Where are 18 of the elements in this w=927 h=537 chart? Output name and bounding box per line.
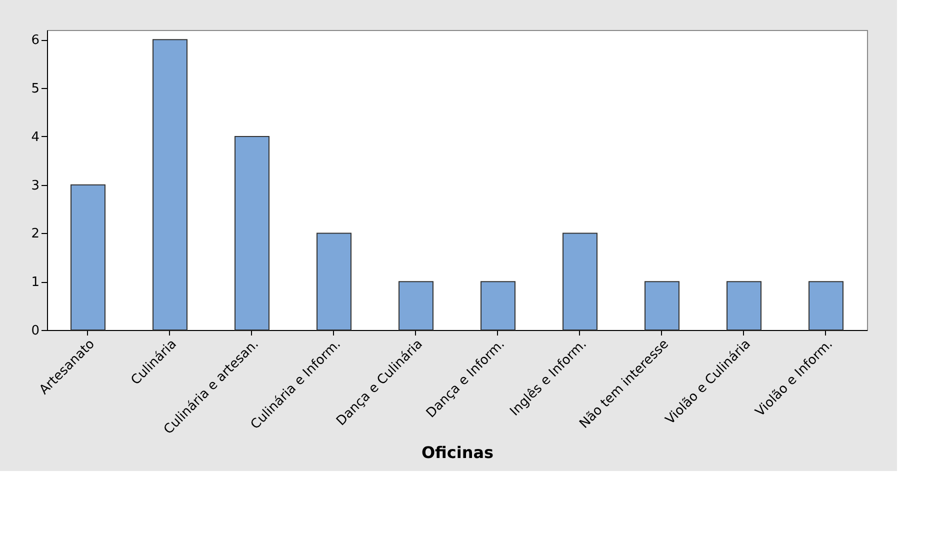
bar — [808, 281, 844, 330]
y-tick-label: 3 — [31, 178, 40, 194]
bar — [234, 136, 270, 330]
x-axis-title: Oficinas — [421, 442, 494, 462]
bar — [70, 184, 106, 330]
y-tick-label: 1 — [31, 275, 40, 290]
y-tick-label: 2 — [31, 226, 40, 242]
bar — [644, 281, 680, 330]
bar — [152, 39, 188, 330]
bar — [398, 281, 434, 330]
bar — [726, 281, 762, 330]
bar — [562, 232, 598, 330]
bar — [316, 232, 352, 330]
bar — [480, 281, 516, 330]
y-tick-label: 0 — [31, 324, 40, 338]
y-tick-label: 4 — [31, 130, 40, 145]
y-tick-label: 5 — [31, 82, 40, 97]
y-tick-label: 6 — [31, 33, 40, 48]
